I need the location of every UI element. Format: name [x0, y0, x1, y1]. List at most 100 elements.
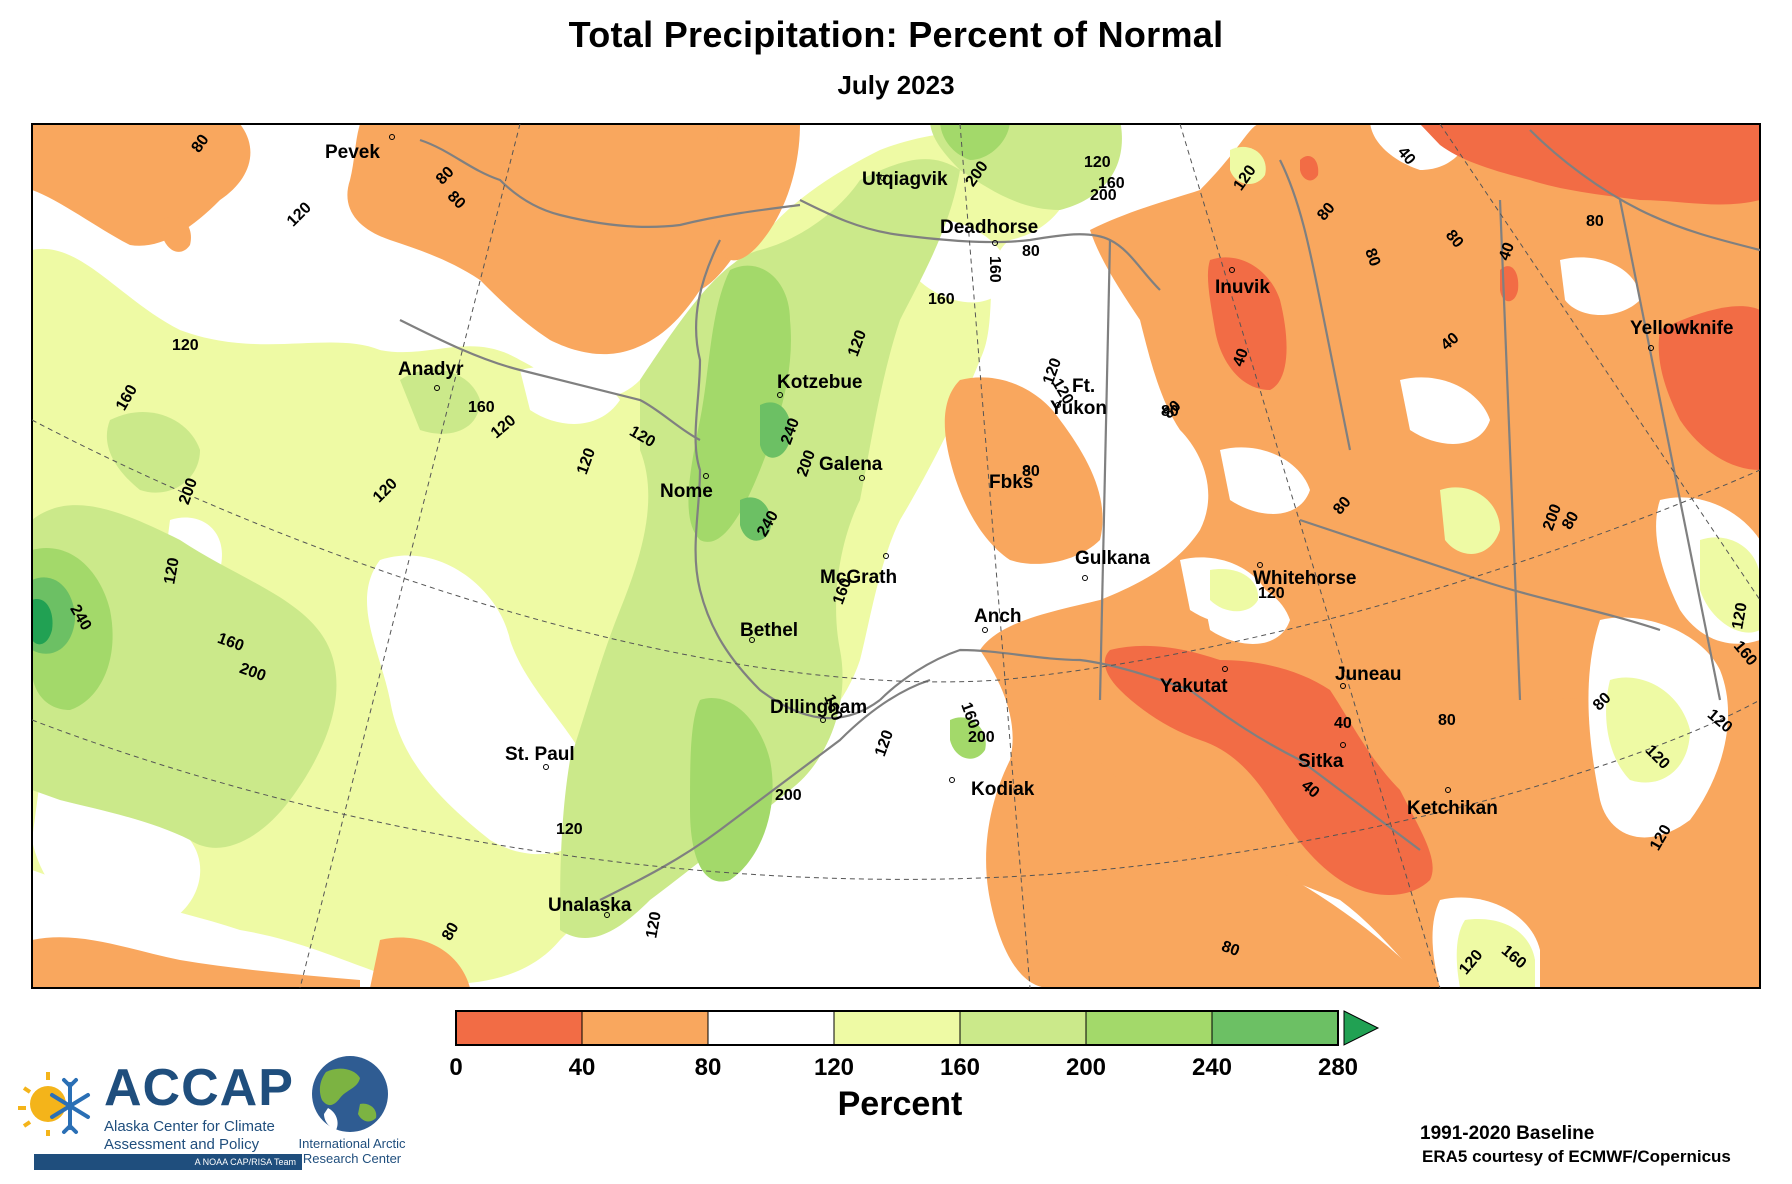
place-label-yukon: Yukon [1050, 398, 1107, 419]
contour-label: 40 [1496, 240, 1518, 263]
accap-logo: ACCAP Alaska Center for Climate Assessme… [12, 1058, 302, 1170]
place-inuvik: Inuvik [1215, 267, 1270, 298]
graticule [32, 124, 1760, 988]
contour-label: 200 [775, 787, 802, 804]
colorbar-tick-label: 120 [814, 1054, 854, 1081]
contour-label: 120 [1729, 601, 1750, 630]
place-kodiak: Kodiak [949, 777, 1035, 800]
contour-label: 120 [643, 910, 664, 939]
colorbar-bin [1211, 1010, 1339, 1046]
place-label-dillingham: Dillingham [770, 697, 867, 718]
place-juneau: Juneau [1335, 664, 1402, 689]
contour-label: 160 [986, 256, 1003, 283]
place-label-mcgrath: McGrath [820, 567, 897, 588]
colorbar-bin [581, 1010, 709, 1046]
iarc-name: International Arctic Research Center [288, 1136, 416, 1166]
contour-label: 80 [1438, 712, 1456, 729]
place-label-whitehorse: Whitehorse [1253, 568, 1356, 589]
contour-label: 80 [1219, 938, 1242, 960]
place-fbks: Fbks [989, 466, 1033, 493]
colorbar-tick-label: 200 [1066, 1054, 1106, 1081]
place-yakutat: Yakutat [1160, 666, 1228, 697]
place-label-anadyr: Anadyr [398, 359, 464, 380]
colorbar-tick-label: 0 [449, 1054, 462, 1081]
colorbar-tick-label: 280 [1318, 1054, 1358, 1081]
map-title: Total Precipitation: Percent of Normal [568, 14, 1224, 55]
contour-label: 80 [1161, 403, 1179, 420]
baseline-note: 1991-2020 Baseline [1420, 1123, 1595, 1144]
place-label-sitka: Sitka [1298, 751, 1344, 772]
place-nome: Nome [660, 473, 713, 502]
place-label-ft: Ft. [1072, 376, 1095, 397]
contour-label: 40 [1334, 715, 1352, 732]
accap-line2: Assessment and Policy [104, 1136, 260, 1153]
colorbar-frame [455, 1010, 1339, 1046]
place-whitehorse: Whitehorse [1253, 562, 1356, 589]
colorbar-overflow-arrow [1343, 1010, 1380, 1046]
place-label-pevek: Pevek [325, 142, 380, 163]
colorbar-tick-label: 40 [569, 1054, 596, 1081]
place-gulkana: Gulkana [1075, 548, 1150, 581]
accap-name: ACCAP [104, 1059, 294, 1117]
colorbar-tick-label: 240 [1192, 1054, 1232, 1081]
place-label-anch: Anch [974, 606, 1022, 627]
place-anch: Anch [974, 606, 1022, 633]
contour-label: 200 [1090, 187, 1117, 204]
colorbar-bin [833, 1010, 961, 1046]
place-deadhorse: Deadhorse [940, 217, 1038, 246]
colorbar: 0 40 80 120 160 200 240 280 [449, 1010, 1380, 1081]
place-label-kodiak: Kodiak [971, 779, 1035, 800]
accap-tagline: A NOAA CAP/RISA Team [34, 1154, 302, 1170]
place-unalaska: Unalaska [548, 895, 632, 918]
place-kotzebue: Kotzebue [777, 372, 863, 398]
place-label-yellowknife: Yellowknife [1630, 318, 1733, 339]
place-mcgrath: McGrath [820, 553, 897, 588]
colorbar-tick-label: 160 [940, 1054, 980, 1081]
place-label-nome: Nome [660, 481, 713, 502]
contour-label: 80 [1586, 213, 1604, 230]
place-label-galena: Galena [819, 454, 883, 475]
accap-line1: Alaska Center for Climate [104, 1118, 275, 1135]
iarc-line1: International Arctic [298, 1136, 406, 1151]
globe-icon [312, 1056, 388, 1132]
data-credit: ERA5 courtesy of ECMWF/Copernicus [1422, 1147, 1731, 1166]
contour-label: 120 [172, 337, 199, 354]
place-yellowknife: Yellowknife [1630, 318, 1733, 351]
map-border [31, 123, 1761, 989]
colorbar-tick-label: 80 [695, 1054, 722, 1081]
place-label-deadhorse: Deadhorse [940, 217, 1038, 238]
contour-label: 80 [1022, 243, 1040, 260]
contour-label: 120 [161, 556, 182, 585]
colorbar-bin [959, 1010, 1087, 1046]
contour-label: 160 [1098, 175, 1125, 192]
place-label-fbks: Fbks [989, 472, 1033, 493]
map-field [32, 124, 1760, 988]
iarc-line2: Research Center [302, 1151, 402, 1166]
contour-label: 120 [1084, 154, 1111, 171]
place-label-utqiagvik: Utqiagvik [862, 169, 948, 190]
contour-label: 160 [468, 399, 495, 416]
place-label-unalaska: Unalaska [548, 895, 632, 916]
place-label-kotzebue: Kotzebue [777, 372, 863, 393]
place-label-ketchikan: Ketchikan [1407, 798, 1498, 819]
contour-label: 120 [1258, 585, 1285, 602]
place-label-st-paul: St. Paul [505, 744, 575, 765]
place-label-yakutat: Yakutat [1160, 676, 1228, 697]
place-label-gulkana: Gulkana [1075, 548, 1150, 569]
colorbar-bin [455, 1010, 583, 1046]
colorbar-bin [1085, 1010, 1213, 1046]
contour-label: 160 [928, 291, 955, 308]
contour-label: 40 [1230, 346, 1252, 369]
place-label-bethel: Bethel [740, 620, 798, 641]
place-bethel: Bethel [740, 620, 798, 643]
map-subtitle: July 2023 [837, 70, 955, 100]
place-labels: Pevek Utqiagvik Deadhorse Inuvik Yellowk… [325, 134, 1733, 918]
sun-snowflake-icon [18, 1072, 90, 1136]
place-ketchikan: Ketchikan [1407, 787, 1498, 819]
contour-label: 80 [439, 920, 463, 944]
place-utqiagvik: Utqiagvik [862, 169, 948, 190]
contour-label: 80 [1022, 463, 1040, 480]
colorbar-label: Percent [837, 1085, 963, 1123]
place-sitka: Sitka [1298, 742, 1346, 772]
